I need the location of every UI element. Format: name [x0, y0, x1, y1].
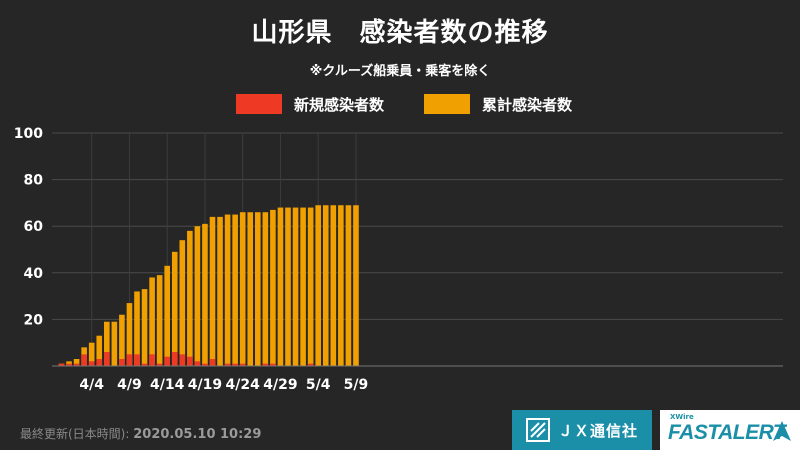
- jx-logo-icon: [526, 418, 550, 442]
- legend: 新規感染者数 累計感染者数: [0, 93, 800, 115]
- bar-cumulative: [217, 216, 223, 366]
- bar-new-cases: [81, 354, 87, 366]
- bar-new-cases: [66, 363, 72, 366]
- jx-brand-badge: ＪＸ通信社: [512, 410, 652, 450]
- bar-new-cases: [270, 363, 276, 366]
- x-tick-label: 4/9: [117, 377, 142, 393]
- bar-new-cases: [307, 363, 314, 366]
- y-tick-label: 60: [24, 219, 44, 235]
- x-tick-label: 4/24: [226, 377, 261, 393]
- bar-cumulative: [292, 207, 299, 366]
- bar-cumulative: [96, 335, 103, 366]
- legend-label-new-cases: 新規感染者数: [294, 95, 385, 114]
- bar-new-cases: [141, 363, 148, 366]
- bar-cumulative: [156, 275, 163, 366]
- bar-cumulative: [126, 303, 133, 366]
- fastalert-mark-icon: [773, 421, 791, 441]
- bar-cumulative: [322, 205, 329, 366]
- bar-cumulative: [270, 209, 276, 366]
- bar-cumulative: [179, 240, 186, 366]
- chart-subtitle: ※クルーズ船乗員・乗客を除く: [309, 64, 491, 79]
- jx-brand-name: ＪＸ通信社: [558, 421, 639, 440]
- fastalert-xwire-label: XWire: [670, 413, 694, 421]
- bar-cumulative: [224, 214, 231, 366]
- y-tick-label: 100: [14, 126, 43, 142]
- bar-cumulative: [88, 342, 95, 366]
- bar-new-cases: [156, 363, 163, 366]
- bar-new-cases: [239, 363, 246, 366]
- bar-cumulative: [330, 205, 337, 366]
- bar-new-cases: [232, 363, 238, 366]
- bar-cumulative: [66, 361, 72, 366]
- bar-cumulative: [164, 265, 170, 366]
- bar-cumulative: [300, 207, 306, 366]
- y-tick-label: 20: [24, 312, 44, 328]
- bar-cumulative: [255, 212, 261, 366]
- bar-cumulative: [307, 207, 314, 366]
- bar-cumulative: [119, 314, 125, 366]
- bar-cumulative: [73, 359, 80, 366]
- bar-cumulative: [111, 321, 118, 366]
- bar-cumulative: [353, 205, 359, 366]
- bar-new-cases: [149, 354, 155, 366]
- bar-cumulative: [277, 207, 284, 366]
- bar-new-cases: [224, 363, 231, 366]
- bar-new-cases: [179, 354, 186, 366]
- bar-cumulative: [247, 212, 254, 366]
- bar-cumulative: [171, 251, 178, 366]
- bar-new-cases: [119, 359, 125, 366]
- legend-swatch-new-cases: [236, 94, 282, 114]
- bar-cumulative: [104, 321, 110, 366]
- x-tick-label: 4/14: [150, 377, 185, 393]
- bar-new-cases: [194, 361, 201, 366]
- bar-new-cases: [202, 363, 208, 366]
- bar-cumulative: [232, 214, 238, 366]
- bar-cumulative: [345, 205, 352, 366]
- legend-label-cumulative: 累計感染者数: [482, 95, 573, 114]
- y-tick-label: 40: [24, 266, 44, 282]
- bar-cumulative: [338, 205, 344, 366]
- bar-cumulative: [315, 205, 321, 366]
- bar-cumulative: [262, 212, 269, 366]
- bar-new-cases: [134, 354, 140, 366]
- bar-cumulative: [202, 223, 208, 366]
- bar-new-cases: [58, 363, 65, 366]
- bar-cumulative: [209, 216, 216, 366]
- legend-swatch-cumulative: [424, 94, 470, 114]
- x-tick-label: 4/19: [188, 377, 222, 393]
- bar-new-cases: [209, 359, 216, 366]
- x-tick-label: 4/29: [263, 377, 297, 393]
- bar-chart: 20 40 60 80 100 4/4 4/9 4/14 4/19 4/24 4/29 5/4 5/9: [14, 126, 783, 393]
- bar-new-cases: [96, 359, 103, 366]
- bar-cumulative: [141, 289, 148, 366]
- y-tick-label: 80: [24, 173, 44, 189]
- bar-cumulative: [134, 291, 140, 366]
- bar-new-cases: [88, 361, 95, 366]
- bar-new-cases: [262, 363, 269, 366]
- last-updated-value: 2020.05.10 10:29: [133, 427, 262, 442]
- bar-new-cases: [164, 356, 170, 366]
- x-tick-label: 5/4: [306, 377, 331, 393]
- chart-title: 山形県 感染者数の推移: [251, 18, 549, 48]
- bar-cumulative: [285, 207, 291, 366]
- bar-new-cases: [104, 352, 110, 366]
- last-updated-label: 最終更新(日本時間):: [20, 427, 130, 441]
- bar-cumulative: [187, 230, 193, 366]
- fastalert-brand-badge: XWire FASTALERT: [660, 410, 800, 450]
- x-tick-label: 5/9: [344, 377, 369, 393]
- fastalert-brand-name: FASTALERT: [668, 421, 786, 444]
- bar-new-cases: [187, 356, 193, 366]
- bar-cumulative: [194, 226, 201, 366]
- last-updated: 最終更新(日本時間): 2020.05.10 10:29: [20, 425, 261, 442]
- bar-new-cases: [171, 352, 178, 366]
- bar-cumulative: [149, 277, 155, 366]
- bar-cumulative: [239, 212, 246, 366]
- x-tick-label: 4/4: [79, 377, 104, 393]
- bar-new-cases: [73, 363, 80, 366]
- legend-item-new-cases: 新規感染者数: [236, 93, 384, 115]
- legend-item-cumulative: 累計感染者数: [424, 93, 572, 115]
- bar-new-cases: [126, 354, 133, 366]
